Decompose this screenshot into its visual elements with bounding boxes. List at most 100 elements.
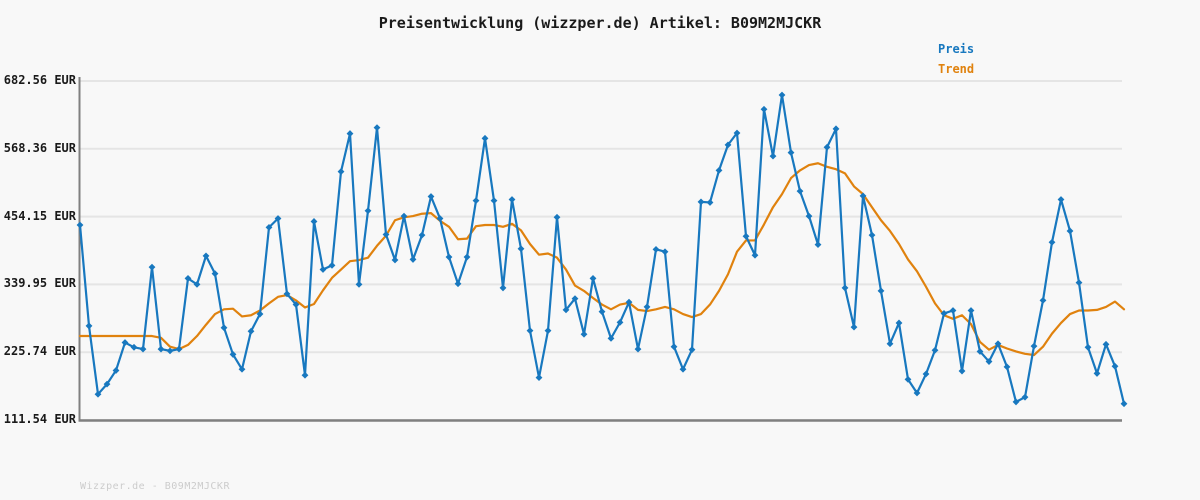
data-point-marker	[238, 365, 246, 373]
data-point-marker	[778, 91, 786, 99]
data-point-marker	[373, 124, 381, 132]
data-point-marker	[103, 380, 111, 388]
data-point-marker	[850, 323, 858, 331]
data-point-marker	[796, 187, 804, 195]
data-point-marker	[661, 248, 669, 256]
data-point-marker	[202, 252, 210, 260]
data-point-marker	[958, 367, 966, 375]
data-point-marker	[76, 221, 84, 229]
y-axis-label: 225.74 EUR	[3, 344, 76, 359]
data-point-marker	[733, 129, 741, 137]
data-point-marker	[994, 340, 1002, 348]
data-point-marker	[859, 192, 867, 200]
data-point-marker	[706, 199, 714, 206]
data-point-marker	[175, 345, 183, 353]
legend-item-trend: Trend	[938, 62, 975, 76]
data-point-marker	[454, 280, 462, 288]
data-point-marker	[418, 231, 426, 239]
data-point-marker	[274, 215, 282, 222]
data-point-marker	[580, 330, 588, 338]
data-point-marker	[283, 290, 291, 298]
data-point-marker	[598, 308, 606, 316]
data-point-marker	[787, 149, 795, 156]
data-point-marker	[697, 198, 705, 206]
data-point-marker	[112, 367, 120, 374]
data-point-marker	[571, 295, 579, 303]
data-point-marker	[193, 280, 201, 288]
data-point-marker	[877, 287, 885, 295]
y-axis-label: 111.54 EUR	[3, 412, 76, 426]
data-point-marker	[868, 231, 876, 239]
data-point-marker	[967, 307, 975, 314]
chart-title: Preisentwicklung (wizzper.de) Artikel: B…	[378, 14, 822, 32]
data-point-marker	[157, 345, 165, 353]
data-point-marker	[1120, 400, 1128, 408]
trend-line	[78, 162, 1126, 357]
data-point-marker	[562, 306, 570, 314]
data-point-marker	[634, 345, 642, 353]
data-point-marker	[364, 207, 372, 215]
data-point-marker	[1030, 342, 1038, 350]
data-point-marker	[814, 241, 822, 248]
legend: Preis Trend	[938, 39, 974, 79]
data-point-marker	[760, 105, 768, 113]
data-point-marker	[670, 343, 678, 351]
data-point-marker	[463, 253, 471, 261]
data-point-marker	[130, 343, 138, 351]
data-point-marker	[751, 251, 759, 259]
data-point-marker	[256, 310, 264, 318]
data-point-marker	[220, 324, 228, 332]
data-point-marker	[823, 143, 831, 151]
data-point-marker	[1075, 279, 1083, 286]
data-point-marker	[913, 389, 921, 397]
data-point-marker	[1003, 363, 1011, 371]
data-point-marker	[1111, 362, 1119, 370]
data-point-marker	[319, 266, 327, 273]
data-point-marker	[148, 263, 156, 271]
data-point-marker	[922, 370, 930, 378]
data-point-marker	[1102, 340, 1110, 348]
data-point-marker	[544, 327, 552, 335]
data-point-marker	[535, 374, 543, 381]
data-point-marker	[409, 256, 417, 263]
data-point-marker	[769, 152, 777, 160]
data-point-marker	[895, 319, 903, 327]
data-point-marker	[1021, 393, 1029, 401]
data-point-marker	[1057, 196, 1065, 203]
data-point-marker	[940, 310, 948, 317]
data-point-marker	[1066, 227, 1074, 235]
data-point-marker	[490, 197, 498, 205]
data-point-marker	[886, 340, 894, 348]
data-point-marker	[931, 346, 939, 354]
data-point-marker	[508, 196, 516, 203]
data-point-marker	[301, 371, 309, 379]
data-point-marker	[229, 351, 237, 358]
data-point-marker	[472, 197, 480, 205]
data-point-marker	[679, 365, 687, 373]
data-point-marker	[607, 334, 615, 342]
data-point-marker	[616, 318, 624, 326]
data-point-marker	[625, 298, 633, 306]
data-point-marker	[391, 256, 399, 264]
data-point-marker	[445, 253, 453, 261]
data-point-marker	[715, 166, 723, 174]
data-point-marker	[211, 270, 219, 278]
preis-line	[78, 93, 1126, 405]
data-point-marker	[742, 232, 750, 240]
data-point-marker	[1039, 296, 1047, 304]
data-point-marker	[94, 390, 102, 398]
legend-item-preis: Preis	[938, 42, 975, 56]
data-point-marker	[355, 280, 363, 288]
data-point-marker	[400, 212, 408, 220]
data-point-marker	[310, 218, 318, 225]
watermark: Wizzper.de - B09M2MJCKR	[80, 481, 230, 492]
y-axis-label: 682.56 EUR	[3, 73, 76, 87]
data-point-marker	[805, 212, 813, 220]
data-point-marker	[85, 322, 93, 330]
data-point-marker	[166, 347, 174, 355]
data-point-marker	[841, 284, 849, 292]
data-point-marker	[949, 307, 957, 314]
data-point-marker	[688, 346, 696, 354]
data-point-marker	[652, 245, 660, 253]
data-point-marker	[247, 327, 255, 335]
